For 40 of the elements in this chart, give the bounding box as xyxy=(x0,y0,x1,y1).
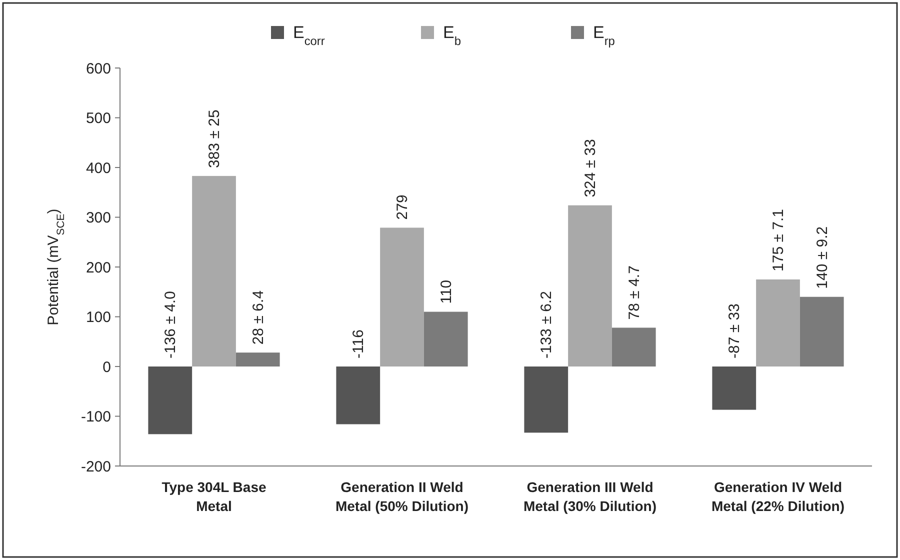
y-tick-label: 500 xyxy=(86,110,111,127)
data-label: -136 ± 4.0 xyxy=(162,291,180,358)
x-tick-label: Type 304L Base Metal xyxy=(162,479,266,514)
x-tick-label: Generation II Weld Metal (50% Dilution) xyxy=(335,479,469,514)
bar xyxy=(800,296,844,366)
y-tick-label: 0 xyxy=(102,358,111,376)
y-tick-label: 400 xyxy=(86,160,111,177)
bar xyxy=(712,366,756,410)
bar xyxy=(236,352,280,366)
data-label: 175 ± 7.1 xyxy=(770,208,787,272)
data-label: -87 ± 33 xyxy=(726,304,744,358)
data-label: 279 xyxy=(394,194,411,220)
legend-label: E$_{b}$ xyxy=(443,23,462,48)
legend-label: E$_{corr}$ xyxy=(293,23,325,48)
data-label: 78 ± 4.7 xyxy=(626,266,643,320)
y-tick-label: -100 xyxy=(80,408,111,426)
bar xyxy=(336,366,380,424)
y-tick-label: 100 xyxy=(86,309,111,326)
data-label: 28 ± 6.4 xyxy=(250,290,267,345)
data-label: -133 ± 6.2 xyxy=(538,291,556,358)
data-label: 110 xyxy=(438,280,455,304)
bar xyxy=(380,228,424,366)
bar xyxy=(424,312,468,366)
x-tick-label: Generation III Weld Metal (30% Dilution) xyxy=(523,479,657,514)
data-label: 324 ± 33 xyxy=(582,139,599,198)
x-tick-label: Generation IV Weld Metal (22% Dilution) xyxy=(711,479,845,514)
bar xyxy=(192,176,236,366)
y-tick-label: 200 xyxy=(86,259,111,276)
bar xyxy=(568,205,612,366)
bar xyxy=(612,328,656,366)
bar xyxy=(756,279,800,366)
bar xyxy=(524,366,568,433)
data-label: 383 ± 25 xyxy=(206,110,223,168)
bar xyxy=(148,366,192,434)
y-tick-label: 300 xyxy=(86,210,111,226)
legend-label: E$_{rp}$ xyxy=(593,23,616,48)
data-label: -116 xyxy=(350,330,368,358)
data-label: 140 ± 9.2 xyxy=(814,226,831,289)
y-tick-label: 600 xyxy=(86,60,111,78)
y-tick-label: -200 xyxy=(80,458,111,476)
